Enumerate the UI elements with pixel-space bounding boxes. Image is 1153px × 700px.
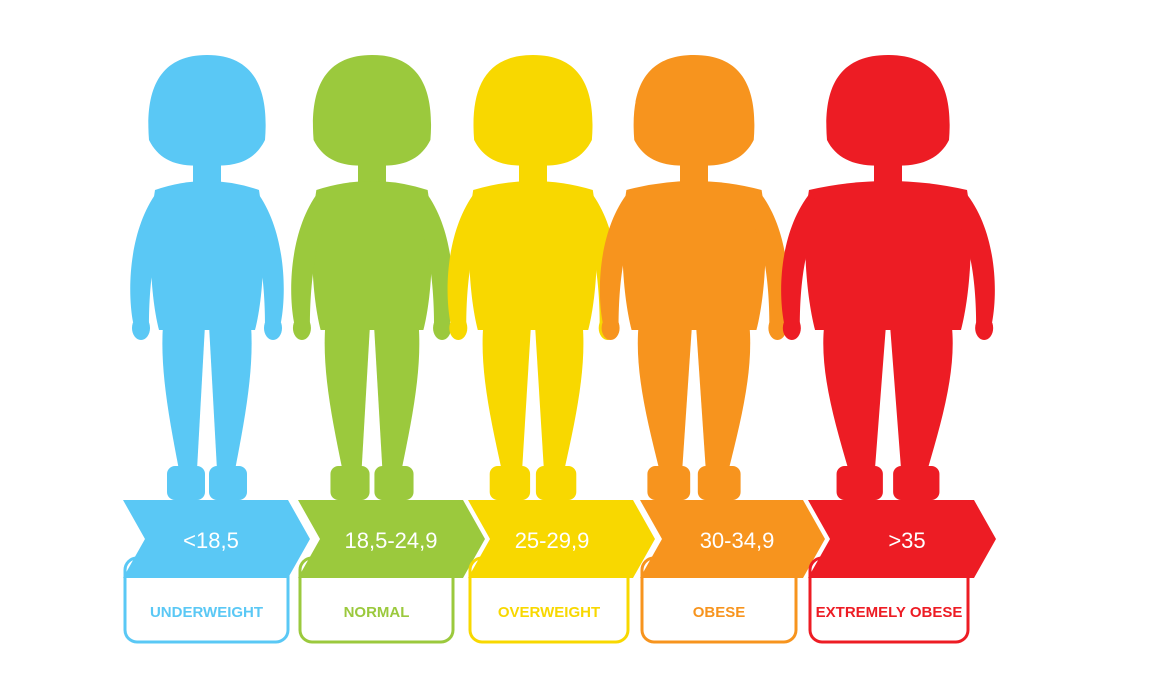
torso bbox=[150, 181, 264, 330]
right-foot bbox=[209, 466, 247, 500]
range-arrow bbox=[808, 500, 996, 578]
range-arrow bbox=[123, 500, 310, 578]
right-foot bbox=[697, 466, 741, 500]
hair bbox=[826, 55, 950, 166]
torso bbox=[312, 181, 432, 330]
right-hand bbox=[768, 316, 787, 340]
left-leg bbox=[162, 325, 205, 470]
left-leg bbox=[637, 325, 692, 470]
category-label: EXTREMELY OBESE bbox=[816, 604, 963, 621]
right-foot bbox=[374, 466, 414, 500]
category-label: UNDERWEIGHT bbox=[150, 604, 263, 621]
right-foot bbox=[535, 466, 577, 500]
bmi-range: <18,5 bbox=[183, 528, 239, 553]
person-silhouette bbox=[291, 55, 453, 500]
neck bbox=[680, 160, 708, 182]
right-hand bbox=[975, 316, 994, 340]
bmi-category-4: 30-34,9 OBESE bbox=[599, 55, 825, 644]
left-leg bbox=[823, 325, 886, 470]
left-hand bbox=[782, 316, 801, 340]
left-arm bbox=[130, 192, 169, 325]
neck bbox=[358, 160, 386, 182]
torso bbox=[622, 181, 766, 330]
person-silhouette bbox=[447, 55, 619, 500]
left-leg bbox=[482, 325, 531, 470]
hair bbox=[312, 55, 432, 166]
neck bbox=[193, 160, 221, 182]
left-arm bbox=[599, 192, 641, 325]
person-silhouette bbox=[781, 55, 995, 500]
right-arm bbox=[413, 192, 453, 325]
left-foot bbox=[836, 466, 883, 500]
left-hand bbox=[449, 316, 468, 340]
left-foot bbox=[489, 466, 531, 500]
torso bbox=[469, 181, 597, 330]
person-silhouette bbox=[130, 55, 284, 500]
right-leg bbox=[535, 325, 584, 470]
right-leg bbox=[209, 325, 252, 470]
range-arrow bbox=[468, 500, 655, 578]
bmi-category-1: <18,5 UNDERWEIGHT bbox=[123, 55, 310, 644]
hair bbox=[473, 55, 593, 166]
bmi-range: 30-34,9 bbox=[700, 528, 775, 553]
right-arm bbox=[245, 192, 284, 325]
left-hand bbox=[292, 316, 311, 340]
left-hand bbox=[132, 316, 150, 340]
category-label: OBESE bbox=[693, 604, 746, 621]
right-foot bbox=[893, 466, 940, 500]
left-foot bbox=[167, 466, 205, 500]
right-hand bbox=[264, 316, 282, 340]
neck bbox=[519, 160, 547, 182]
left-foot bbox=[647, 466, 691, 500]
range-arrow bbox=[640, 500, 825, 578]
hair bbox=[633, 55, 755, 166]
bmi-category-3: 25-29,9 OVERWEIGHT bbox=[447, 55, 655, 644]
range-arrow bbox=[298, 500, 485, 578]
left-arm bbox=[291, 192, 331, 325]
category-label: NORMAL bbox=[344, 604, 410, 621]
bmi-category-5: >35 EXTREMELY OBESE bbox=[781, 55, 996, 644]
right-leg bbox=[374, 325, 420, 470]
category-label: OVERWEIGHT bbox=[498, 604, 600, 621]
right-arm bbox=[747, 192, 789, 325]
left-arm bbox=[447, 192, 488, 325]
left-arm bbox=[781, 192, 823, 325]
right-hand bbox=[433, 316, 452, 340]
torso bbox=[805, 181, 971, 330]
hair bbox=[148, 55, 266, 166]
left-foot bbox=[330, 466, 370, 500]
right-leg bbox=[696, 325, 751, 470]
person-silhouette bbox=[599, 55, 789, 500]
bmi-range: 25-29,9 bbox=[515, 528, 590, 553]
bmi-range: >35 bbox=[888, 528, 925, 553]
right-arm bbox=[953, 192, 995, 325]
neck bbox=[874, 160, 902, 182]
right-leg bbox=[890, 325, 953, 470]
left-leg bbox=[324, 325, 370, 470]
bmi-category-2: 18,5-24,9 NORMAL bbox=[291, 55, 485, 644]
bmi-range: 18,5-24,9 bbox=[345, 528, 438, 553]
left-hand bbox=[601, 316, 620, 340]
